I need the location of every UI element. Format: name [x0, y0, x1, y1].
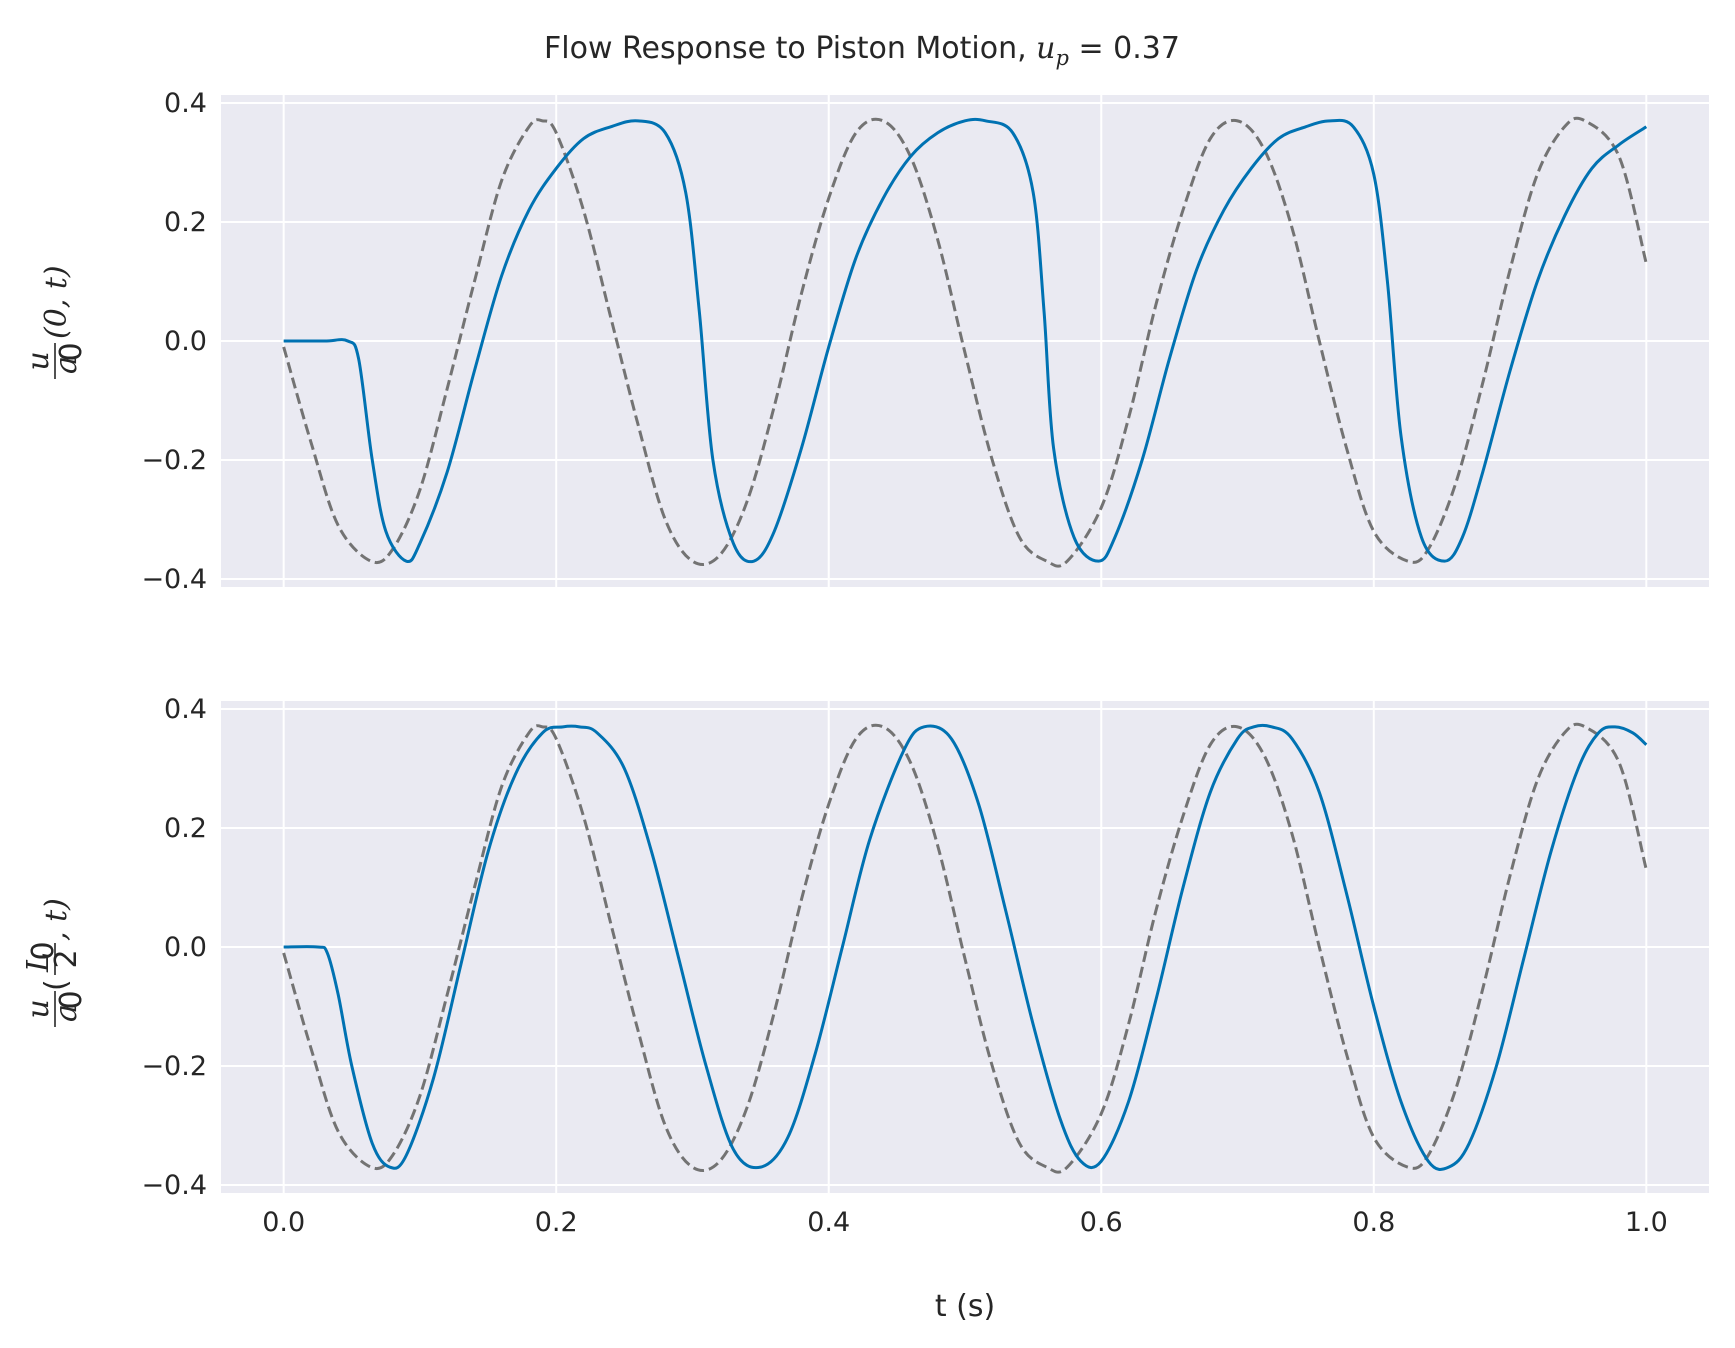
bottom-ylabel-args-close: , t): [39, 898, 74, 941]
top-ytick-label: 0.2: [164, 207, 207, 238]
top-ytick-label: −0.4: [141, 564, 207, 595]
bottom-ylabel-num: u: [21, 999, 56, 1018]
bottom-ytick-label: 0.4: [164, 694, 207, 725]
bottom-xtick-label: 0.2: [535, 1207, 578, 1238]
top-ytick-label: 0.0: [164, 326, 207, 357]
bottom-xtick-label: 0.8: [1352, 1207, 1395, 1238]
bottom-xtick-label: 1.0: [1625, 1207, 1668, 1238]
top-y-tick-labels: −0.4 −0.2 0.0 0.2 0.4: [141, 88, 207, 595]
chart-title-rest: = 0.37: [1069, 31, 1180, 66]
bottom-ylabel-open-paren: (: [39, 979, 74, 991]
bottom-ytick-label: 0.2: [164, 813, 207, 844]
top-ytick-label: −0.2: [141, 445, 207, 476]
bottom-xtick-label: 0.4: [807, 1207, 850, 1238]
chart-title-sub: p: [1056, 46, 1069, 70]
bottom-ylabel-inner-den: 2: [49, 949, 84, 968]
bottom-ylabel-den: a: [49, 1004, 84, 1022]
bottom-y-tick-labels: −0.4 −0.2 0.0 0.2 0.4: [141, 694, 207, 1201]
bottom-panel: −0.4 −0.2 0.0 0.2 0.4 0.0 0.2 0.4 0.6 0.8 1.0 u a…: [21, 694, 1709, 1238]
chart-title-prefix: Flow Response to Piston Motion,: [544, 31, 1036, 66]
top-ylabel-num: u: [21, 351, 56, 370]
top-ylabel-den: a: [49, 356, 84, 374]
chart-title-u: u: [1036, 31, 1055, 66]
bottom-x-tick-labels: 0.0 0.2 0.4 0.6 0.8 1.0: [262, 1207, 1668, 1238]
top-gridlines: [221, 95, 1709, 587]
bottom-series-group: [282, 722, 1648, 1174]
bottom-y-axis-label: u a 0 ( L 0 2 , t): [21, 898, 89, 1027]
top-series-group: [282, 116, 1648, 568]
top-panel: −0.4 −0.2 0.0 0.2 0.4 u a 0 (0, t): [21, 88, 1709, 595]
top-ytick-label: 0.4: [164, 88, 207, 119]
top-ylabel-den-sub: 0: [54, 342, 89, 361]
top-y-axis-label: u a 0 (0, t): [21, 265, 89, 379]
bottom-gridlines: [221, 701, 1709, 1193]
bottom-ylabel-den-sub: 0: [54, 990, 89, 1009]
chart-title: Flow Response to Piston Motion, up = 0.3…: [544, 31, 1180, 70]
bottom-ytick-label: −0.2: [141, 1051, 207, 1082]
x-axis-label: t (s): [935, 1289, 995, 1324]
top-response-solid-line: [283, 117, 1648, 564]
bottom-ytick-label: 0.0: [164, 932, 207, 963]
bottom-xtick-label: 0.0: [262, 1207, 305, 1238]
bottom-ylabel-inner-num-sub: 0: [26, 941, 61, 960]
top-piston-dashed-line: [282, 116, 1648, 568]
bottom-response-solid-line: [283, 723, 1648, 1171]
top-ylabel-args: (0, t): [39, 265, 74, 339]
bottom-ytick-label: −0.4: [141, 1170, 207, 1201]
bottom-piston-dashed-line: [282, 722, 1648, 1174]
bottom-ylabel-inner-num: L: [21, 952, 56, 973]
bottom-xtick-label: 0.6: [1080, 1207, 1123, 1238]
